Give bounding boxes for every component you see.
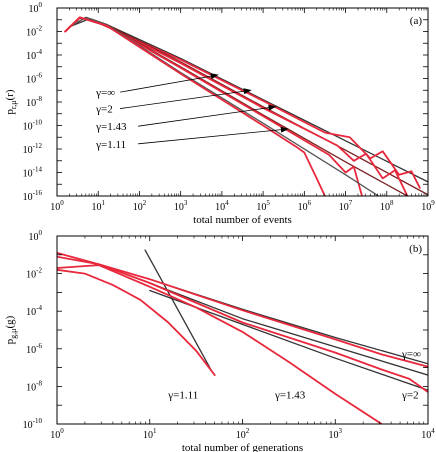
panel-a: 100 101 102 103 104 105 106 107 108 10910-1610-14…: [4, 1, 435, 226]
panel-b-series-sim-3: [57, 264, 383, 424]
panel-a-x-tick-exp: 2: [143, 199, 147, 207]
panel-b-annotation-2: γ=1.43: [274, 390, 306, 402]
panel-b-annotation-0: γ=∞: [401, 348, 421, 360]
panel-b-y-tick-label: 10-10: [23, 417, 43, 431]
panel-a-x-tick-label: 103: [174, 199, 188, 213]
panel-b-series-group: [57, 249, 428, 424]
panel-b-x-axis-title: total number of generations: [182, 442, 303, 452]
panel-a-series-group: [64, 16, 428, 196]
panel-a-y-tick-exp: -4: [36, 48, 42, 56]
panel-a-x-tick-label: 101: [91, 199, 105, 213]
panel-a-annotation-2: γ=1.43: [95, 121, 127, 133]
panel-a-x-tick-exp: 5: [266, 199, 270, 207]
panel-a-y-tick-label: 10-6: [26, 72, 42, 86]
panel-a-y-tick-exp: -10: [33, 119, 43, 127]
panel-a-annotation-0: γ=∞: [95, 87, 115, 99]
panel-b-series-theory-6: [149, 278, 428, 365]
panel-a-x-tick-exp: 1: [101, 199, 105, 207]
panel-a-series-theory-6: [68, 16, 380, 196]
panel-a-x-axis-title: total number of events: [193, 214, 292, 226]
panel-b-plot-frame: [56, 235, 429, 425]
panel-b-y-tick-label: 10-2: [26, 267, 42, 281]
panel-b-y-tick-exp: -8: [36, 379, 42, 387]
panel-b-x-tick-label: 101: [143, 427, 157, 441]
panel-b-x-tick-exp: 1: [153, 427, 157, 435]
panel-a-y-tick-exp: -16: [33, 189, 43, 197]
panel-b-annotation-3: γ=1.11: [167, 390, 198, 402]
panel-b-panel-label: (b): [409, 243, 422, 255]
panel-b-x-tick-label: 104: [421, 427, 435, 441]
panel-a-x-tick-label: 104: [215, 199, 229, 213]
panel-b-series-sim-1: [57, 268, 216, 377]
panel-b-x-tick-label: 100: [50, 427, 64, 441]
panel-b-y-tick-label: 100: [29, 229, 43, 243]
panel-a-annotation-3: γ=1.11: [95, 139, 126, 151]
panel-a-y-axis-title: pr,μ(r): [4, 89, 18, 114]
panel-b-y-tick-exp: -6: [36, 342, 42, 350]
panel-b-y-tick-label: 10-6: [26, 342, 42, 356]
panel-b-x-tick-label: 102: [236, 427, 250, 441]
panel-a-plot-frame: [56, 7, 429, 197]
panel-a-annotation-arrow-2: [138, 104, 277, 127]
panel-a-annotation-arrow-0: [120, 73, 219, 93]
panel-a-y-tick-label: 10-16: [23, 189, 43, 203]
panel-a-y-tick-exp: -6: [36, 72, 42, 80]
panel-a-y-axis-title-tail: (r): [4, 89, 16, 100]
panel-a-x-tick-label: 100: [50, 199, 64, 213]
panel-b-x-tick-exp: 4: [431, 427, 435, 435]
panel-b-series-theory-0: [144, 249, 213, 373]
panel-b-x-tick-exp: 2: [246, 427, 250, 435]
panel-a-y-tick-label: 10-2: [26, 25, 42, 39]
panel-a-x-tick-exp: 3: [184, 199, 188, 207]
panel-a-x-tick-label: 107: [339, 199, 353, 213]
panel-a-y-tick-exp: -12: [33, 142, 43, 150]
panel-a-y-tick-exp: 0: [39, 1, 43, 9]
panel-a-y-tick-label: 10-10: [23, 119, 43, 133]
panel-a-x-tick-exp: 9: [431, 199, 435, 207]
panel-b-y-axis-title: pg,μ(g): [4, 315, 18, 344]
panel-a-y-tick-label: 10-14: [23, 166, 43, 180]
panel-a-annotation-1: γ=2: [95, 104, 113, 116]
panel-a-x-tick-exp: 7: [349, 199, 353, 207]
panel-a-x-tick-label: 102: [133, 199, 147, 213]
panel-b-x-tick-label: 103: [329, 427, 343, 441]
panel-a-y-tick-label: 10-8: [26, 95, 42, 109]
panel-a-y-tick-exp: -2: [36, 25, 42, 33]
panel-a-annotation-arrow-3: [138, 126, 289, 145]
panel-a-y-tick-label: 10-4: [26, 48, 42, 62]
panel-a-panel-label: (a): [410, 15, 423, 27]
panel-a-y-tick-label: 100: [29, 1, 43, 15]
panel-b-annotation-1: γ=2: [401, 390, 419, 402]
panel-b-y-axis-title-sub: g,μ: [9, 329, 18, 339]
panel-a-y-axis-title-sub: r,μ: [9, 100, 18, 109]
panel-b-y-tick-exp: -2: [36, 267, 42, 275]
panel-b-y-axis-title-tail: (g): [4, 315, 16, 328]
panel-a-x-tick-label: 108: [380, 199, 394, 213]
panel-b-y-tick-exp: -4: [36, 304, 42, 312]
panel-b-series-theory-4: [149, 282, 428, 376]
panel-a-series-sim-7: [64, 16, 326, 196]
panel-a-x-tick-label: 109: [421, 199, 435, 213]
panel-b-y-tick-label: 10-4: [26, 304, 42, 318]
panel-b: 100 101 102 103 10410-1010-810-610-410-2100t…: [4, 229, 435, 452]
panel-b-x-tick-exp: 0: [60, 427, 64, 435]
panel-b-y-tick-label: 10-8: [26, 379, 42, 393]
panel-b-series-sim-7: [57, 251, 428, 368]
panel-a-x-tick-exp: 8: [390, 199, 394, 207]
panel-a-x-tick-label: 105: [256, 199, 270, 213]
panel-b-x-tick-exp: 3: [339, 427, 343, 435]
panel-a-y-tick-exp: -8: [36, 95, 42, 103]
panel-a-x-tick-label: 106: [298, 199, 312, 213]
panel-b-y-tick-exp: 0: [39, 229, 43, 237]
panel-a-series-theory-4: [68, 16, 409, 196]
panel-a-y-tick-exp: -14: [33, 166, 43, 174]
panel-a-x-tick-exp: 6: [308, 199, 312, 207]
panel-b-y-tick-exp: -10: [33, 417, 43, 425]
panel-a-x-tick-exp: 4: [225, 199, 229, 207]
panel-a-annotation-arrow-1: [120, 88, 252, 109]
panel-a-x-tick-exp: 0: [60, 199, 64, 207]
panel-a-y-tick-label: 10-12: [23, 142, 43, 156]
